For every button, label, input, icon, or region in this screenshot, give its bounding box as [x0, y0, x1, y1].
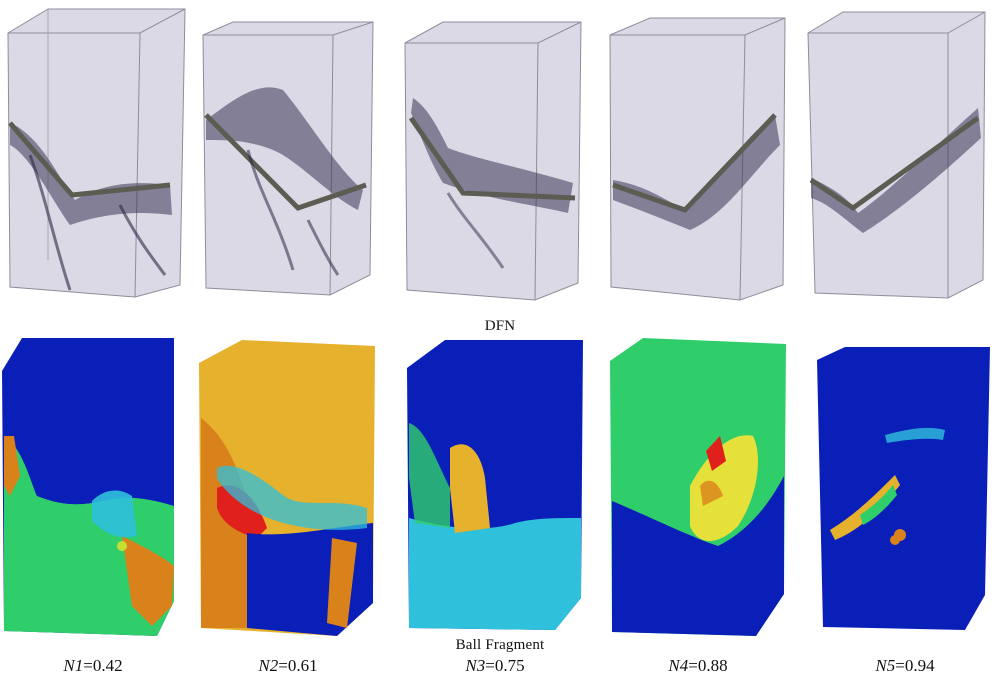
- caption-n1: N1=0.42: [3, 656, 183, 676]
- caption-n4-var: N4: [668, 656, 689, 675]
- fragment-panel-2: [197, 338, 377, 636]
- caption-n4: N4=0.88: [608, 656, 788, 676]
- caption-n2-value: =0.61: [278, 656, 318, 675]
- fragment-panel-3: [405, 338, 585, 636]
- caption-n5-value: =0.94: [895, 656, 935, 675]
- caption-n4-value: =0.88: [688, 656, 728, 675]
- fragment-panel-1: [2, 336, 177, 636]
- dfn-panel-5: [803, 8, 990, 306]
- dfn-panel-2: [198, 20, 378, 300]
- dfn-row-label: DFN: [484, 318, 516, 334]
- caption-n2-var: N2: [258, 656, 279, 675]
- caption-n1-var: N1: [63, 656, 84, 675]
- fragment-row-label: Ball Fragment: [455, 637, 545, 653]
- caption-n2: N2=0.61: [198, 656, 378, 676]
- caption-n3: N3=0.75: [405, 656, 585, 676]
- caption-n3-value: =0.75: [485, 656, 525, 675]
- caption-n1-value: =0.42: [83, 656, 123, 675]
- fragment-panel-4: [608, 336, 788, 636]
- fragment-panel-5: [815, 345, 995, 635]
- caption-n5: N5=0.94: [815, 656, 995, 676]
- dfn-panel-4: [605, 15, 790, 305]
- dfn-panel-3: [403, 18, 583, 303]
- dfn-panel-1: [0, 5, 190, 300]
- caption-n3-var: N3: [465, 656, 486, 675]
- caption-n5-var: N5: [875, 656, 896, 675]
